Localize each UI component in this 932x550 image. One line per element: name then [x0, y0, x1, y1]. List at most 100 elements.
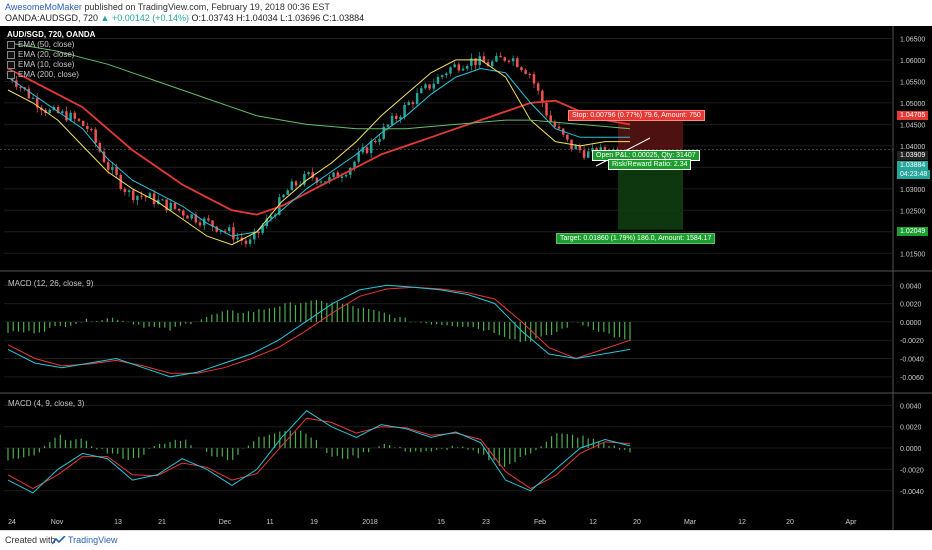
change-value: ▲ +0.00142 (+0.14%) [100, 13, 190, 23]
candle-body [603, 147, 607, 153]
candle-body [557, 126, 561, 129]
candle-body [478, 56, 481, 66]
x-tick-label: 20 [786, 519, 794, 526]
publish-info: published on TradingView.com, February 1… [81, 2, 330, 12]
legend-ema20[interactable]: EMA (20, close) [7, 50, 95, 60]
chart-area[interactable]: 1.06500 1.06000 1.05500 1.05000 1.04500 1.040… [0, 26, 932, 530]
candle-body [457, 64, 461, 71]
legend-ema200-label: EMA (200, close) [18, 70, 79, 79]
candle-body [453, 64, 456, 68]
candle-body [15, 80, 18, 87]
candle-body [553, 121, 557, 127]
candle-body [257, 231, 260, 233]
x-tick-label: 20 [633, 519, 641, 526]
chart-header: AwesomeMoMaker published on TradingView.… [0, 0, 932, 26]
candle-body [211, 220, 214, 227]
candle-body [390, 115, 394, 125]
candle-body [536, 83, 540, 91]
candle-body [161, 199, 164, 201]
visibility-checkbox-icon[interactable] [7, 61, 15, 69]
legend-ema10[interactable]: EMA (10, close) [7, 60, 95, 70]
candle-body [123, 188, 127, 193]
candle-body [428, 84, 431, 89]
entry-price-tag: 1.03909 [897, 151, 929, 160]
candle-body [90, 129, 93, 131]
candle-body [140, 195, 143, 197]
candle-body [127, 190, 131, 193]
candle-body [432, 83, 436, 89]
risk-reward-label[interactable]: Risk/Reward Ratio: 2.34 [608, 159, 692, 170]
candle-body [194, 214, 198, 223]
candle-body [102, 151, 106, 163]
legend-ema50[interactable]: EMA (50, close) [7, 40, 95, 50]
legend-ema10-label: EMA (10, close) [18, 60, 75, 69]
candle-body [77, 118, 81, 121]
candle-body [495, 55, 498, 62]
candle-body [516, 58, 519, 68]
candle-body [482, 56, 486, 63]
candle-body [566, 134, 569, 140]
candle-body [207, 218, 210, 221]
candle-body [182, 210, 185, 216]
author-link[interactable]: AwesomeMoMaker [5, 2, 82, 12]
candle-body [106, 162, 110, 170]
tradingview-link[interactable]: TradingView [68, 535, 118, 545]
y-tick-label: 1.03000 [900, 187, 925, 194]
candle-body [311, 172, 314, 178]
candle-body [31, 97, 35, 99]
candle-body [244, 240, 248, 244]
candle-body [177, 208, 181, 211]
x-tick-label: 23 [482, 519, 490, 526]
x-tick-label: 21 [158, 519, 166, 526]
visibility-checkbox-icon[interactable] [7, 51, 15, 59]
y-tick-label: 0.0040 [900, 283, 922, 290]
x-tick-label: Nov [51, 519, 64, 526]
candle-body [269, 216, 273, 219]
candle-body [98, 142, 102, 152]
y-tick-label: 1.05000 [900, 101, 925, 108]
candle-body [461, 68, 465, 71]
y-tick-label: 1.04000 [900, 144, 925, 151]
x-tick-label: Feb [534, 519, 546, 526]
candle-body [545, 103, 548, 116]
candle-body [307, 172, 310, 174]
y-tick-label: 1.01500 [900, 251, 925, 258]
last-price-tag: 1.03884 [897, 161, 929, 170]
candle-body [369, 140, 373, 154]
candle-body [378, 138, 381, 142]
candle-body [394, 115, 398, 119]
candle-body [436, 76, 440, 84]
y-tick-label: -0.0040 [900, 357, 924, 364]
chart-canvas[interactable]: 1.06500 1.06000 1.05500 1.05000 1.04500 1.040… [0, 26, 932, 530]
visibility-checkbox-icon[interactable] [7, 41, 15, 49]
x-tick-label: 24 [8, 519, 16, 526]
macd2-label: MACD (4, 9, close, 3) [8, 399, 85, 408]
candle-body [574, 145, 577, 150]
legend-symbol: AUD/SGD, 720, OANDA [7, 30, 96, 39]
candle-body [290, 181, 294, 191]
y-tick-label: -0.0060 [900, 375, 924, 382]
y-tick-label: 1.05500 [900, 79, 925, 86]
candle-body [324, 181, 327, 183]
candle-body [382, 126, 385, 139]
bar-countdown-tag: 04:23:48 [897, 170, 931, 179]
candle-body [215, 226, 218, 232]
candle-body [332, 172, 335, 178]
legend-ema20-label: EMA (20, close) [18, 50, 75, 59]
y-tick-label: 0.0000 [900, 320, 922, 327]
candle-body [532, 74, 536, 84]
visibility-checkbox-icon[interactable] [7, 71, 15, 79]
candle-body [253, 231, 256, 240]
target-label[interactable]: Target: 0.01860 (1.79%) 186.0, Amount: 1… [556, 233, 716, 244]
legend-ema200[interactable]: EMA (200, close) [7, 70, 95, 80]
tradingview-logo-icon[interactable] [52, 536, 66, 545]
y-tick-label: 1.02500 [900, 208, 925, 215]
y-tick-label: 1.04500 [900, 122, 925, 129]
candle-body [27, 88, 31, 99]
candle-body [265, 218, 269, 227]
candle-body [223, 230, 227, 232]
candle-body [236, 237, 239, 240]
signal-line [7, 286, 631, 374]
candle-body [591, 148, 594, 152]
stop-label[interactable]: Stop: 0.00796 (0.77%) 79.6, Amount: 750 [568, 110, 705, 121]
